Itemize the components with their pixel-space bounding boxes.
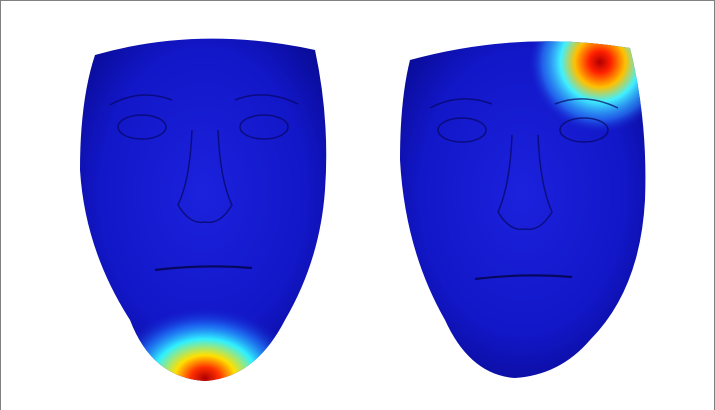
- brow: [109, 94, 173, 106]
- brow: [429, 98, 493, 109]
- mouth: [474, 274, 573, 281]
- nose: [497, 134, 553, 231]
- mouth: [154, 265, 253, 272]
- eye: [437, 117, 487, 143]
- eye: [117, 114, 167, 140]
- eye: [559, 117, 609, 143]
- nose: [177, 129, 233, 224]
- facial-features: [429, 98, 619, 281]
- brow: [554, 98, 619, 109]
- face-right: [400, 41, 646, 378]
- brow: [234, 94, 299, 105]
- eye: [239, 114, 289, 140]
- facial-features: [109, 94, 299, 272]
